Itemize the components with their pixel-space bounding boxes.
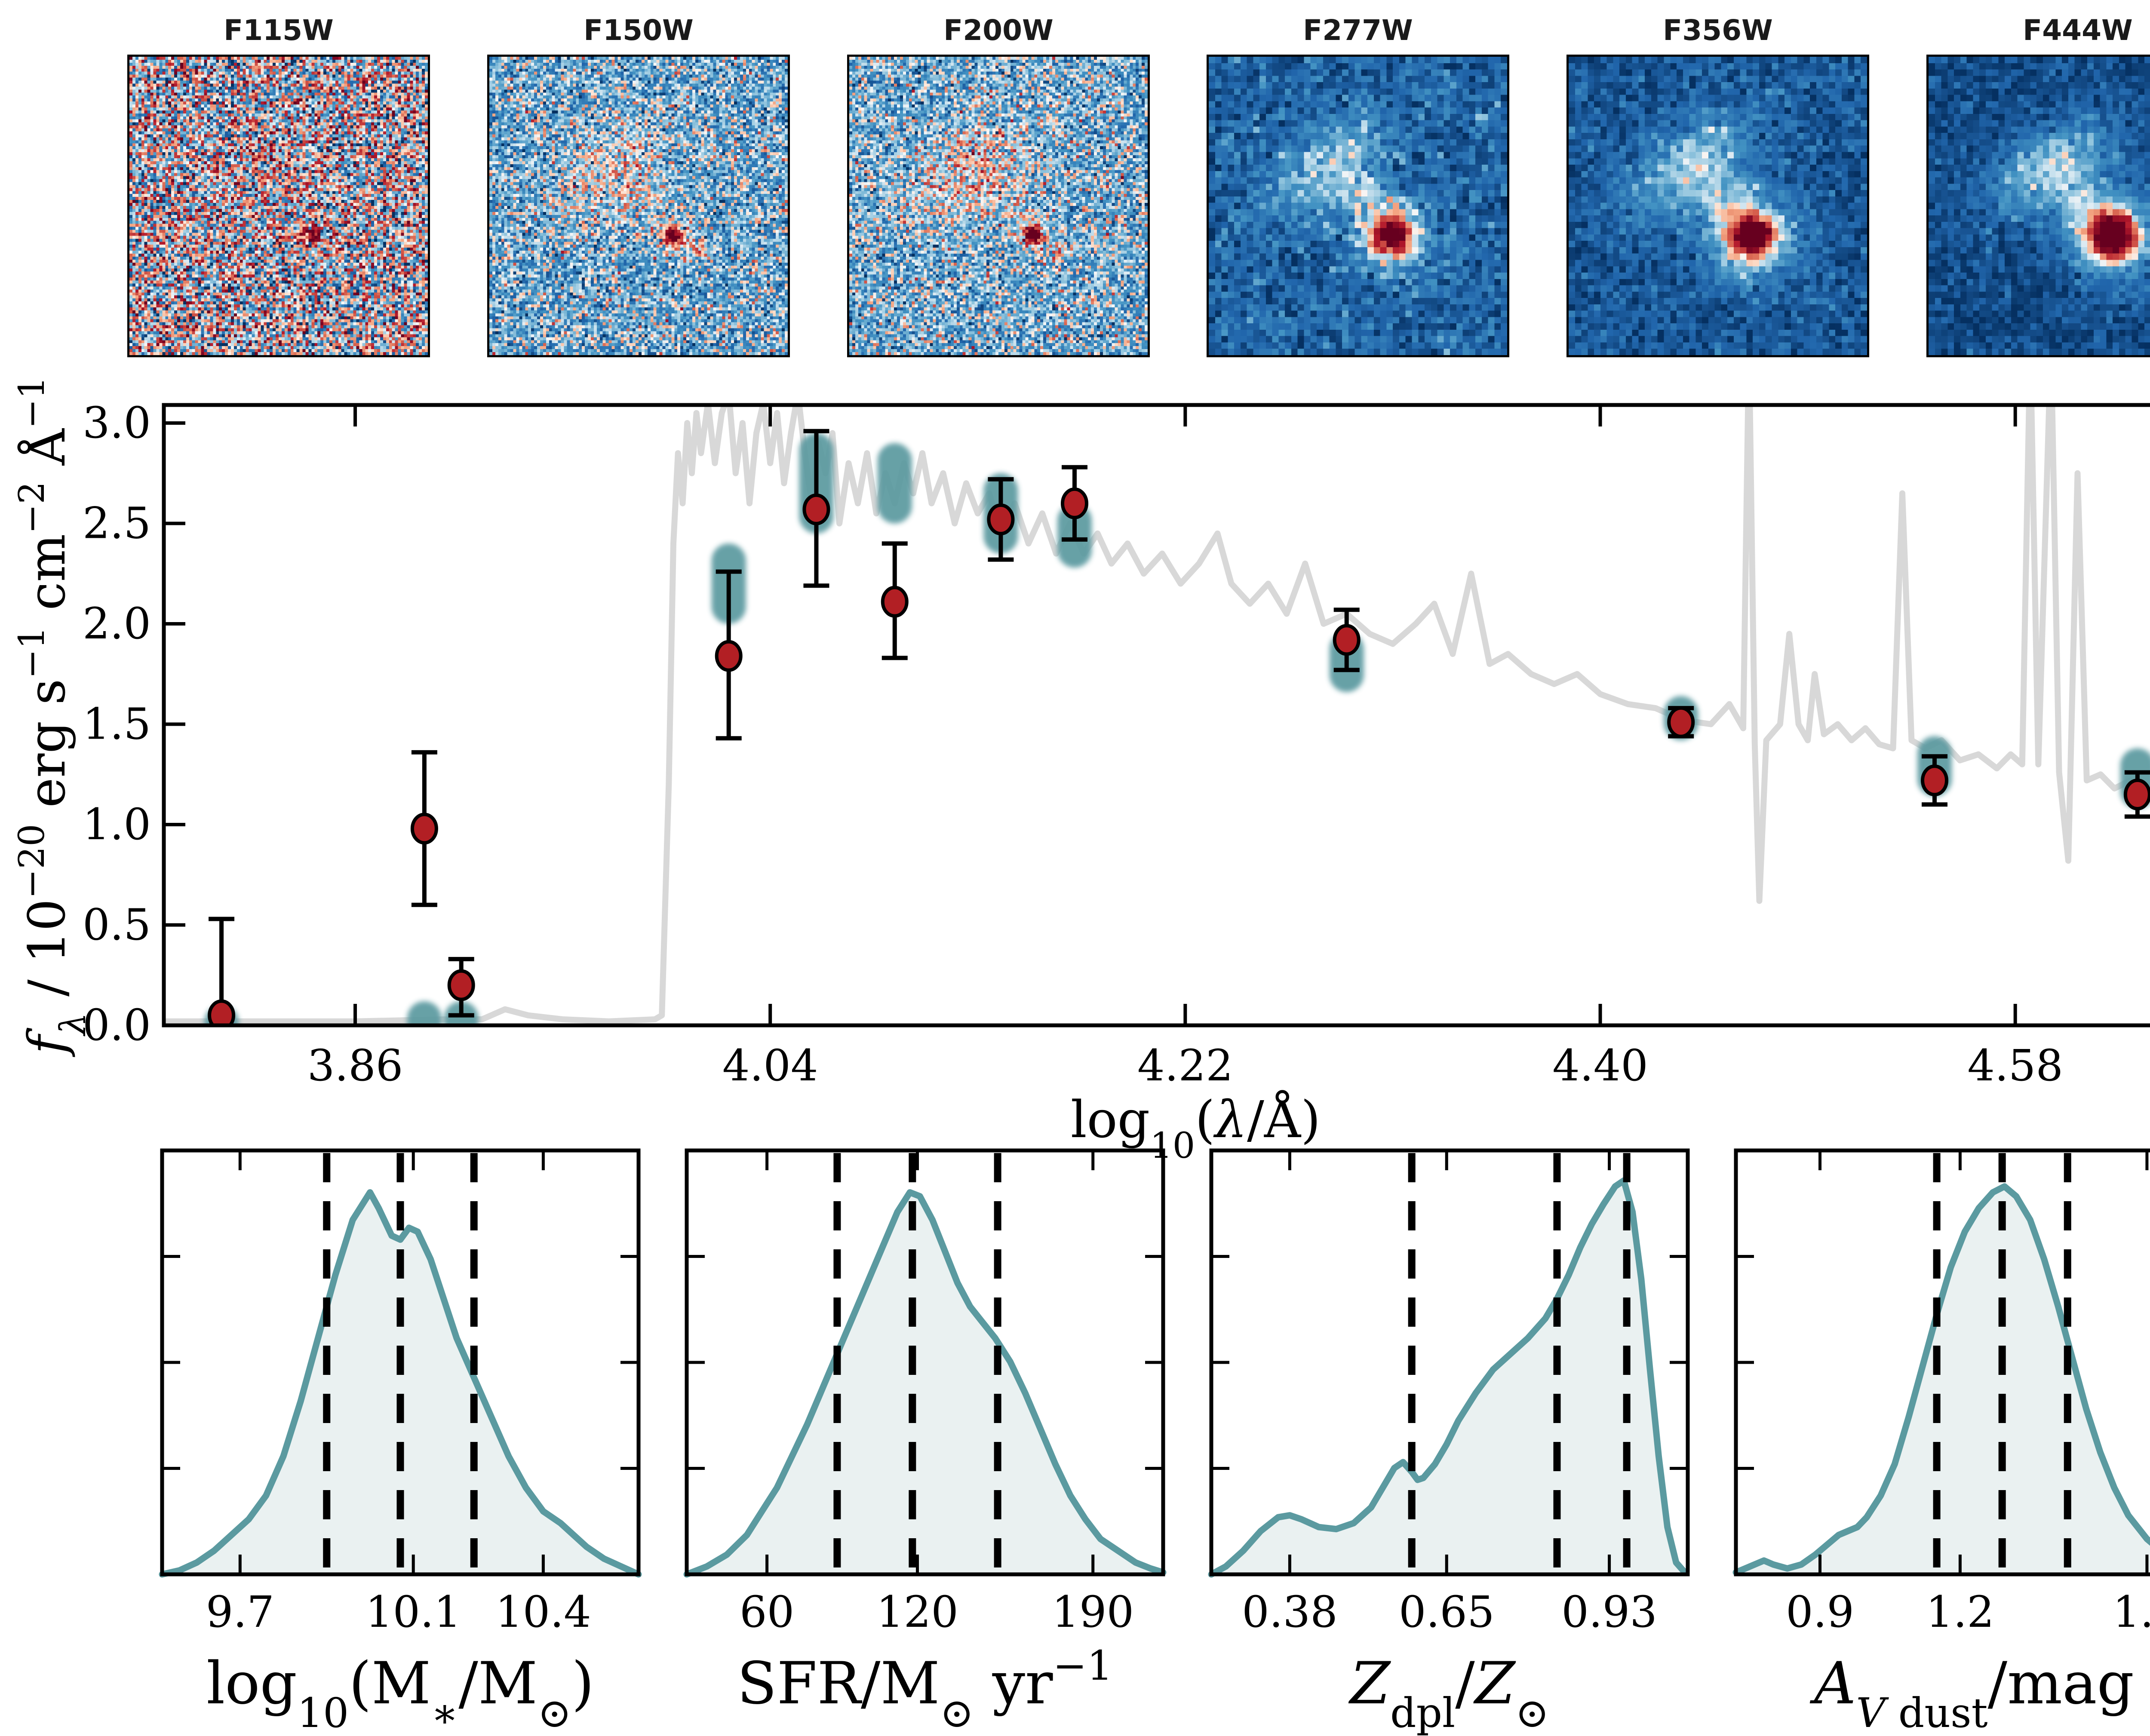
posterior-tick-label: 190 xyxy=(1052,1587,1134,1637)
sed-y-tick-label: 2.0 xyxy=(83,598,151,649)
cutout-panel-f115w: F115W xyxy=(127,14,430,357)
posterior-panel-3: 0.9 1.2 1.6 AV dust/mag xyxy=(1732,1148,2150,1736)
posterior-axis-label: SFR/M⊙ yr−1 xyxy=(737,1642,1113,1736)
posterior-axis-label: AV dust/mag xyxy=(1809,1650,2134,1736)
posterior-tick-label: 0.9 xyxy=(1786,1587,1854,1637)
cutout-image-f277w xyxy=(1209,57,1507,355)
sed-y-tick-label: 2.5 xyxy=(83,498,151,549)
sed-x-axis-label: log10(λ/Å) xyxy=(1071,1090,1321,1166)
cutout-label: F115W xyxy=(224,14,334,47)
cutout-label: F444W xyxy=(2023,14,2133,47)
cutout-label: F150W xyxy=(584,14,694,47)
posterior-tick-label: 10.1 xyxy=(366,1587,461,1637)
sed-y-tick-label: 3.0 xyxy=(83,398,151,448)
sed-y-tick-label: 0.5 xyxy=(83,900,151,950)
sed-y-tick-label: 0.0 xyxy=(83,1000,151,1050)
posterior-tick-label: 1.6 xyxy=(2113,1587,2150,1637)
sed-x-tick-label: 4.22 xyxy=(1137,1040,1233,1091)
posterior-tick-label: 60 xyxy=(740,1587,794,1637)
sed-model-capsule xyxy=(407,1001,442,1025)
sed-y-tick-label: 1.0 xyxy=(83,799,151,850)
posterior-tick-label: 1.2 xyxy=(1926,1587,1994,1637)
sed-datapoint xyxy=(208,999,236,1025)
cutout-panel-f150w: F150W xyxy=(487,14,790,357)
posterior-kde-curve xyxy=(1732,1183,2150,1576)
sed-x-tick-label: 4.04 xyxy=(722,1040,818,1091)
sed-model-capsule xyxy=(877,443,912,524)
posterior-kde-fill xyxy=(1736,1186,2150,1574)
cutout-panel-f277w: F277W xyxy=(1207,14,1509,357)
sed-datapoint xyxy=(1333,624,1361,656)
posterior-kde-curve xyxy=(683,1189,1167,1578)
sed-datapoint xyxy=(2123,778,2150,810)
sed-datapoint xyxy=(987,503,1015,536)
cutout-image-f356w xyxy=(1569,57,1867,355)
posterior-kde-fill xyxy=(687,1192,1163,1574)
cutout-image-f115w xyxy=(129,57,428,355)
posterior-tick-label: 10.4 xyxy=(495,1587,591,1637)
cutout-image-f150w xyxy=(489,57,788,355)
cutout-panel-f356w: F356W xyxy=(1566,14,1869,357)
sed-datapoint xyxy=(715,640,743,672)
cutout-label: F200W xyxy=(943,14,1054,47)
sed-datapoint xyxy=(802,493,830,525)
posterior-kde-curve xyxy=(159,1189,642,1578)
sed-x-tick-label: 4.40 xyxy=(1552,1040,1648,1091)
sed-datapoint xyxy=(447,969,475,1001)
sed-datapoint xyxy=(881,586,909,618)
sed-x-tick-label: 3.86 xyxy=(307,1040,403,1091)
cutout-panel-f444w: F444W xyxy=(1926,14,2150,357)
posterior-tick-label: 9.7 xyxy=(206,1587,274,1637)
sed-spectrum-line xyxy=(164,405,2150,1024)
sed-plot: 3.86 4.04 4.22 4.40 4.58 0.0 0.5 1.0 1.5 2.0 2.5 3.… xyxy=(11,376,2150,1166)
sed-y-tick-label: 1.5 xyxy=(83,699,151,749)
sed-y-axis-label: fλ / 10−20 erg s−1 cm−2 Å−1 xyxy=(11,376,94,1057)
cutout-label: F277W xyxy=(1303,14,1413,47)
posterior-tick-label: 0.93 xyxy=(1561,1587,1657,1637)
sed-x-tick-label: 4.58 xyxy=(1967,1040,2063,1091)
cutout-image-f200w xyxy=(849,57,1148,355)
cutout-label: F356W xyxy=(1663,14,1773,47)
cutout-image-f444w xyxy=(1929,57,2150,355)
sed-axes-box xyxy=(162,403,2150,1027)
posterior-tick-label: 0.65 xyxy=(1399,1587,1495,1637)
sed-datapoint xyxy=(1667,706,1695,738)
cutout-panel-f200w: F200W xyxy=(847,14,1150,357)
posterior-axis-label: log10(M∗/M⊙) xyxy=(206,1650,594,1736)
sed-datapoint xyxy=(1060,487,1088,519)
posterior-panel-0: 9.7 10.1 10.4 log10(M∗/M⊙) xyxy=(159,1148,642,1736)
posterior-axis-label: Zdpl/Z⊙ xyxy=(1348,1650,1549,1736)
sed-datapoint xyxy=(410,813,438,845)
posterior-tick-label: 120 xyxy=(876,1587,958,1637)
posterior-tick-label: 0.38 xyxy=(1242,1587,1338,1637)
sed-datapoint xyxy=(1921,764,1949,797)
